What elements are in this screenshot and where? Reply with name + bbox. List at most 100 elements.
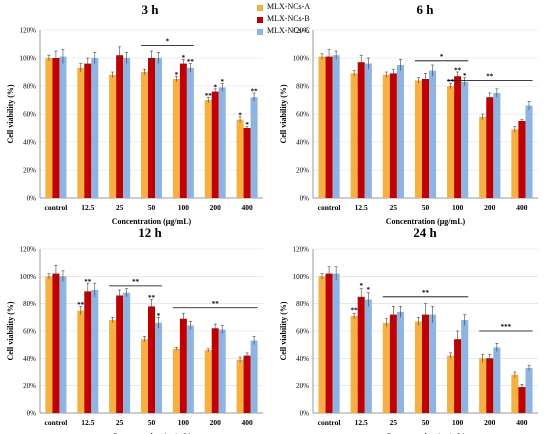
x-tick-label: 50 bbox=[422, 203, 430, 212]
y-axis-label: Cell viability (%) bbox=[6, 84, 15, 143]
bar bbox=[318, 276, 326, 413]
y-tick-label: 80% bbox=[296, 83, 309, 91]
significance-mark: * bbox=[157, 312, 161, 320]
y-tick-label: 120% bbox=[20, 246, 37, 254]
bar bbox=[123, 58, 131, 198]
bar bbox=[109, 74, 117, 198]
bar bbox=[350, 315, 358, 413]
y-axis-label: Cell viability (%) bbox=[6, 301, 15, 360]
chart-title: 24 h bbox=[413, 225, 437, 240]
bar bbox=[204, 350, 212, 413]
bar bbox=[414, 321, 422, 413]
bar bbox=[325, 56, 333, 198]
bar bbox=[396, 65, 404, 198]
bar bbox=[77, 310, 85, 413]
x-tick-label: 25 bbox=[390, 203, 398, 212]
significance-mark: * bbox=[220, 78, 224, 86]
significance-mark: * bbox=[367, 286, 371, 294]
bar bbox=[454, 76, 462, 198]
x-tick-label: 400 bbox=[516, 418, 528, 427]
bar bbox=[204, 100, 212, 198]
x-tick-label: 200 bbox=[484, 203, 496, 212]
significance-mark: *** bbox=[501, 323, 512, 331]
x-tick-label: control bbox=[318, 418, 341, 427]
legend-swatch-c bbox=[257, 29, 263, 35]
bar bbox=[147, 58, 156, 198]
legend-item-a: MLX-NCs-A bbox=[257, 2, 352, 14]
x-tick-label: 50 bbox=[422, 418, 430, 427]
bar bbox=[350, 73, 358, 198]
bar bbox=[325, 273, 333, 413]
bar bbox=[396, 311, 404, 413]
bar bbox=[91, 58, 99, 198]
bar bbox=[84, 63, 92, 198]
bar bbox=[511, 374, 519, 413]
significance-mark: ** bbox=[351, 307, 359, 315]
x-tick-label: 12.5 bbox=[81, 418, 94, 427]
bar bbox=[332, 55, 340, 199]
bar bbox=[211, 91, 219, 198]
y-tick-label: 60% bbox=[296, 111, 309, 119]
significance-mark: * bbox=[166, 37, 170, 45]
significance-mark: * bbox=[182, 54, 186, 62]
x-tick-label: 12.5 bbox=[81, 203, 94, 212]
x-tick-label: 50 bbox=[148, 418, 156, 427]
x-tick-label: control bbox=[318, 203, 341, 212]
bar bbox=[493, 347, 501, 413]
bar bbox=[429, 70, 437, 198]
bar bbox=[243, 355, 251, 413]
y-tick-label: 80% bbox=[23, 83, 36, 91]
x-tick-label: 25 bbox=[116, 418, 124, 427]
significance-mark: * bbox=[359, 282, 363, 290]
legend-swatch-b bbox=[257, 17, 263, 23]
bar bbox=[493, 93, 501, 198]
bar bbox=[357, 296, 365, 413]
y-tick-label: 20% bbox=[23, 167, 36, 175]
bar bbox=[218, 87, 226, 198]
y-tick-label: 20% bbox=[296, 382, 309, 390]
y-tick-label: 40% bbox=[296, 355, 309, 363]
chart-title: 12 h bbox=[138, 225, 162, 240]
bar bbox=[382, 74, 390, 198]
y-tick-label: 80% bbox=[23, 300, 36, 308]
significance-mark: ** bbox=[447, 78, 455, 86]
y-tick-label: 20% bbox=[23, 382, 36, 390]
bar bbox=[525, 367, 533, 413]
x-tick-label: 100 bbox=[452, 418, 464, 427]
x-tick-label: 12.5 bbox=[355, 418, 368, 427]
legend-swatch-a bbox=[257, 5, 263, 11]
x-axis-label: Concentration (μg/mL) bbox=[386, 217, 466, 226]
bar bbox=[518, 387, 526, 413]
x-tick-label: 100 bbox=[178, 203, 190, 212]
y-tick-label: 60% bbox=[23, 111, 36, 119]
bar bbox=[382, 322, 390, 413]
x-tick-label: 50 bbox=[148, 203, 156, 212]
y-axis-label: Cell viability (%) bbox=[279, 84, 288, 143]
significance-mark: ** bbox=[84, 278, 92, 286]
bar bbox=[389, 314, 397, 413]
bar bbox=[461, 320, 469, 413]
x-tick-label: 100 bbox=[178, 418, 190, 427]
y-tick-label: 100% bbox=[20, 273, 37, 281]
bar bbox=[45, 276, 53, 413]
bar bbox=[236, 359, 244, 413]
y-axis-label: Cell viability (%) bbox=[279, 301, 288, 360]
bar bbox=[155, 58, 163, 198]
bar bbox=[147, 306, 156, 413]
x-tick-label: 200 bbox=[210, 203, 222, 212]
significance-mark: ** bbox=[251, 88, 259, 96]
x-tick-label: 25 bbox=[390, 418, 398, 427]
bar bbox=[52, 273, 60, 413]
chart-panel-1: 6 h 0% 20% 40% 60% 80% 100% 120% control 12.5 25 50… bbox=[279, 2, 538, 226]
bar bbox=[486, 97, 494, 198]
legend-item-b: MLX-NCs-B bbox=[257, 14, 352, 26]
bar bbox=[116, 295, 124, 413]
significance-mark: * bbox=[245, 121, 249, 129]
legend-item-c: MLX-NCs-C bbox=[257, 26, 352, 38]
x-tick-label: 400 bbox=[241, 203, 253, 212]
x-axis-label: Concentration (μg/mL) bbox=[112, 217, 192, 226]
x-tick-label: control bbox=[45, 418, 68, 427]
y-tick-label: 80% bbox=[296, 300, 309, 308]
bar bbox=[332, 273, 340, 413]
bar bbox=[123, 292, 131, 413]
